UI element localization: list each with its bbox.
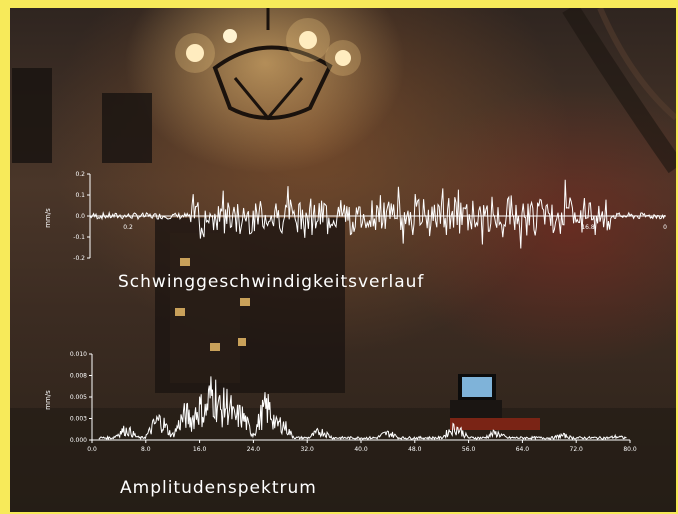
candle-light: [223, 29, 237, 43]
series-line: [89, 179, 666, 249]
velocity-chart-title: Schwinggeschwindigkeitsverlauf: [118, 272, 425, 292]
y-axis-label: mm/s: [44, 390, 52, 410]
shelf-note: [180, 258, 190, 266]
floor: [10, 408, 676, 512]
x-tick-label: 0.2: [123, 224, 133, 231]
candle-light: [299, 31, 317, 49]
x-tick-label: 8.0: [141, 446, 151, 453]
x-tick-label: 72.0: [570, 446, 584, 453]
x-tick-label: 16.0: [193, 446, 207, 453]
y-tick-label: 0.003: [70, 416, 87, 423]
window-center: [102, 93, 152, 163]
y-tick-label: -0.1: [73, 234, 85, 241]
y-tick-label: 0.008: [70, 373, 87, 380]
x-axis: 0.0 8.0 16.0 24.0 32.0 40.0 48.0 56.0 64.0 72.0 80…: [87, 439, 637, 453]
y-axis: 0.010 0.008 0.005 0.003 0.000: [70, 351, 93, 444]
vault-arch: [562, 8, 676, 174]
vault-rib: [597, 8, 676, 121]
x-tick-label: 16.8: [581, 224, 595, 231]
y-tick-label: 0.1: [75, 192, 85, 199]
window-left: [12, 68, 52, 163]
spectrum-chart: 0.010 0.008 0.005 0.003 0.000 0.0 8.0 16.0 24.0…: [44, 351, 637, 453]
candle-light: [335, 50, 351, 66]
chandelier: [175, 8, 361, 121]
y-axis-label: mm/s: [44, 208, 52, 228]
shelf-note: [240, 298, 250, 306]
x-tick-label: 0.0: [87, 446, 97, 453]
photo-scene: [10, 8, 676, 512]
y-tick-label: 0.005: [70, 394, 87, 401]
x-tick-label: 24.0: [247, 446, 261, 453]
spectrum-chart-title: Amplitudenspektrum: [120, 478, 317, 498]
candle-light: [186, 44, 204, 62]
y-tick-label: 0.0: [75, 213, 85, 220]
x-tick-label: 48.0: [408, 446, 422, 453]
cellar-photo: 0.2 0.1 0.0 -0.1 -0.2 0.2 16.8 0 mm/s 0.010 0.0…: [10, 8, 676, 512]
x-tick-label: 64.0: [516, 446, 530, 453]
y-tick-label: -0.2: [73, 255, 85, 262]
shelf-note: [210, 343, 220, 351]
y-tick-label: 0.010: [70, 351, 87, 358]
y-tick-label: 0.2: [75, 171, 85, 178]
shelf-note: [238, 338, 246, 346]
y-tick-label: 0.000: [70, 437, 87, 444]
velocity-chart: 0.2 0.1 0.0 -0.1 -0.2 0.2 16.8 0 mm/s: [44, 171, 667, 262]
x-tick-label: 40.0: [354, 446, 368, 453]
x-tick-label: 56.0: [462, 446, 476, 453]
series-line: [98, 376, 627, 441]
x-tick-label: 0: [663, 224, 667, 231]
x-tick-label: 80.0: [623, 446, 637, 453]
laptop: [450, 374, 540, 430]
x-tick-label: 32.0: [301, 446, 315, 453]
shelf-note: [175, 308, 185, 316]
